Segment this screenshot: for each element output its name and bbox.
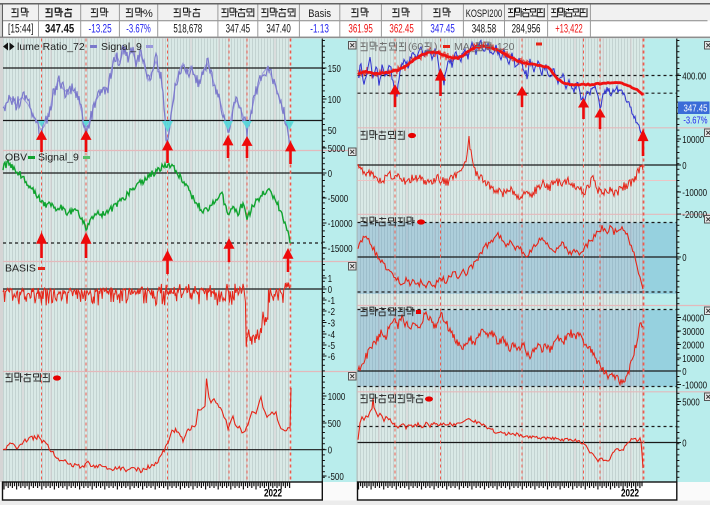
svg-text:40000: 40000 bbox=[682, 312, 704, 324]
svg-text:0: 0 bbox=[328, 445, 332, 457]
svg-text:,120: ,120 bbox=[494, 41, 515, 53]
svg-text:100: 100 bbox=[328, 94, 341, 106]
svg-text:0: 0 bbox=[328, 284, 332, 296]
svg-text:-3.67%: -3.67% bbox=[126, 23, 151, 35]
svg-text:30000: 30000 bbox=[682, 326, 704, 338]
svg-text:KOSPI200: KOSPI200 bbox=[466, 8, 503, 20]
svg-text:-4: -4 bbox=[328, 329, 335, 341]
svg-text:347.45: 347.45 bbox=[226, 23, 250, 35]
svg-text:-13.25: -13.25 bbox=[89, 23, 112, 35]
svg-text:347.40: 347.40 bbox=[266, 23, 290, 35]
svg-text:500: 500 bbox=[328, 418, 341, 430]
svg-text:-5000: -5000 bbox=[328, 193, 349, 205]
svg-text:-6: -6 bbox=[328, 351, 335, 363]
svg-text:-10000: -10000 bbox=[682, 379, 707, 391]
svg-text:0: 0 bbox=[682, 437, 686, 449]
svg-text:347.45: 347.45 bbox=[684, 102, 708, 114]
svg-text:347.45: 347.45 bbox=[45, 23, 75, 35]
svg-text:20000: 20000 bbox=[682, 339, 704, 351]
svg-text:): ) bbox=[434, 41, 438, 53]
svg-text:Signal_9: Signal_9 bbox=[101, 41, 142, 53]
svg-text:0: 0 bbox=[682, 160, 686, 172]
svg-text:-10000: -10000 bbox=[682, 187, 707, 199]
svg-text:0: 0 bbox=[682, 252, 686, 264]
svg-text:5000: 5000 bbox=[682, 396, 700, 408]
svg-text:-20000: -20000 bbox=[682, 209, 707, 221]
svg-text:-2: -2 bbox=[328, 306, 335, 318]
svg-text:10000: 10000 bbox=[682, 134, 704, 146]
svg-text:0: 0 bbox=[328, 168, 332, 180]
svg-text:lume Ratio_72: lume Ratio_72 bbox=[17, 41, 85, 53]
svg-text:-1: -1 bbox=[328, 295, 335, 307]
svg-text:348.58: 348.58 bbox=[472, 23, 496, 35]
svg-text:518,678: 518,678 bbox=[173, 23, 202, 35]
svg-text:284,956: 284,956 bbox=[512, 23, 541, 35]
svg-text:361.95: 361.95 bbox=[348, 23, 372, 35]
svg-text:150: 150 bbox=[328, 63, 341, 75]
svg-text:(60: (60 bbox=[408, 41, 423, 53]
svg-text:400.00: 400.00 bbox=[682, 70, 706, 82]
svg-text:-3.67%: -3.67% bbox=[683, 115, 707, 127]
svg-text:%: % bbox=[143, 8, 153, 20]
svg-text:5000: 5000 bbox=[328, 143, 346, 155]
svg-text:OBV: OBV bbox=[5, 152, 27, 164]
svg-text:-5: -5 bbox=[328, 340, 335, 352]
svg-text:Signal_9: Signal_9 bbox=[38, 152, 79, 164]
svg-text:50: 50 bbox=[328, 125, 337, 137]
svg-text:-500: -500 bbox=[328, 471, 344, 483]
svg-text:MA_: MA_ bbox=[454, 41, 476, 53]
svg-text:-3: -3 bbox=[328, 317, 335, 329]
svg-text:10000: 10000 bbox=[682, 353, 704, 365]
svg-text:347.45: 347.45 bbox=[430, 23, 454, 35]
svg-text:BASIS: BASIS bbox=[5, 263, 36, 275]
svg-text:-15000: -15000 bbox=[328, 243, 353, 255]
svg-text:362.45: 362.45 bbox=[389, 23, 413, 35]
svg-text:1000: 1000 bbox=[328, 391, 346, 403]
svg-text:1: 1 bbox=[328, 273, 332, 285]
svg-text:0: 0 bbox=[682, 366, 686, 378]
svg-text:-10000: -10000 bbox=[328, 218, 353, 230]
svg-text:[15:44]: [15:44] bbox=[8, 23, 34, 35]
svg-text:2022: 2022 bbox=[264, 488, 282, 500]
svg-text:2022: 2022 bbox=[621, 488, 639, 500]
svg-text:-1.13: -1.13 bbox=[310, 23, 329, 35]
svg-text:+13,422: +13,422 bbox=[555, 23, 583, 35]
svg-text:Basis: Basis bbox=[308, 8, 331, 20]
